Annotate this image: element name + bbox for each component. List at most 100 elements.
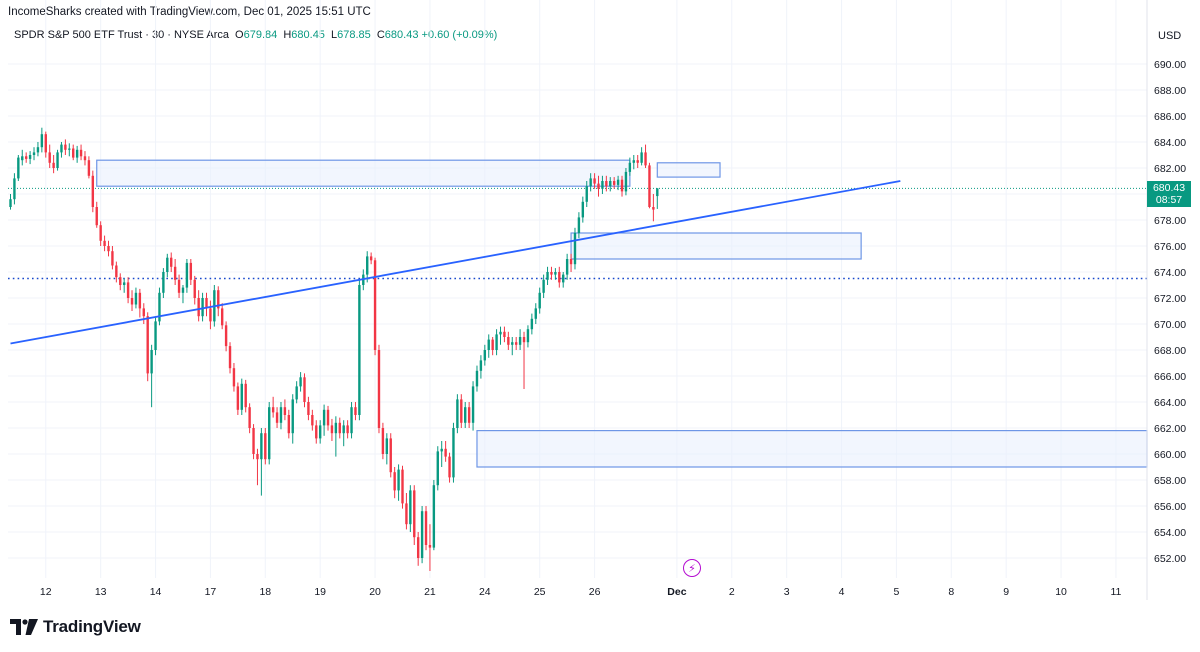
candle-body[interactable] xyxy=(346,425,349,434)
candle-body[interactable] xyxy=(315,425,318,439)
candle-body[interactable] xyxy=(303,377,306,402)
candle-body[interactable] xyxy=(170,257,173,267)
candle-body[interactable] xyxy=(40,134,44,148)
candle-body[interactable] xyxy=(193,279,196,298)
candle-body[interactable] xyxy=(32,152,36,155)
candle-body[interactable] xyxy=(17,157,20,179)
candle-body[interactable] xyxy=(166,257,169,272)
candle-body[interactable] xyxy=(295,386,298,400)
candle-body[interactable] xyxy=(432,485,436,548)
candle-body[interactable] xyxy=(593,178,596,184)
candle-body[interactable] xyxy=(373,260,377,350)
candle-body[interactable] xyxy=(107,246,110,252)
price-zone-rect[interactable] xyxy=(656,162,721,178)
lightning-icon[interactable]: ⚡ xyxy=(683,559,701,577)
candle-body[interactable] xyxy=(44,134,47,153)
candle-body[interactable] xyxy=(205,298,208,309)
candle-body[interactable] xyxy=(322,409,326,426)
candle-body[interactable] xyxy=(220,308,224,326)
candle-body[interactable] xyxy=(487,339,490,350)
candle-body[interactable] xyxy=(562,274,565,283)
candle-body[interactable] xyxy=(385,438,389,454)
candle-body[interactable] xyxy=(530,318,534,330)
candle-body[interactable] xyxy=(401,469,404,504)
candle-body[interactable] xyxy=(358,285,361,415)
candle-body[interactable] xyxy=(72,148,75,158)
candle-body[interactable] xyxy=(601,181,604,189)
candle-body[interactable] xyxy=(475,370,479,387)
candle-body[interactable] xyxy=(526,329,530,343)
candle-body[interactable] xyxy=(542,279,545,293)
candle-body[interactable] xyxy=(354,407,357,415)
candle-body[interactable] xyxy=(369,256,373,261)
candle-body[interactable] xyxy=(420,511,424,558)
candle-body[interactable] xyxy=(142,308,145,317)
candle-body[interactable] xyxy=(287,415,291,434)
candle-body[interactable] xyxy=(652,207,655,210)
candle-body[interactable] xyxy=(416,537,420,558)
candle-body[interactable] xyxy=(64,144,67,150)
tradingview-logo[interactable]: TradingView xyxy=(10,617,141,637)
candle-body[interactable] xyxy=(522,337,526,343)
candle-body[interactable] xyxy=(444,448,447,457)
price-axis[interactable]: 690.00688.00686.00684.00682.00680.00678.… xyxy=(1146,0,1186,600)
candle-body[interactable] xyxy=(503,331,506,337)
candle-body[interactable] xyxy=(648,165,651,207)
candle-body[interactable] xyxy=(581,201,585,218)
candle-body[interactable] xyxy=(464,407,467,423)
candle-body[interactable] xyxy=(393,472,396,491)
candle-body[interactable] xyxy=(75,149,79,158)
candle-body[interactable] xyxy=(201,298,204,317)
candle-body[interactable] xyxy=(495,334,498,350)
candle-body[interactable] xyxy=(381,428,385,454)
candle-body[interactable] xyxy=(260,433,263,460)
candle-body[interactable] xyxy=(291,399,294,434)
candle-body[interactable] xyxy=(9,199,12,207)
candle-body[interactable] xyxy=(240,383,243,410)
candle-body[interactable] xyxy=(424,511,428,545)
candle-body[interactable] xyxy=(413,490,416,538)
candle-body[interactable] xyxy=(397,469,400,491)
candle-body[interactable] xyxy=(342,425,345,434)
candles[interactable] xyxy=(9,127,659,571)
candle-body[interactable] xyxy=(405,503,408,525)
trendline[interactable] xyxy=(10,180,901,345)
candle-body[interactable] xyxy=(28,155,32,159)
candle-body[interactable] xyxy=(334,422,338,434)
candle-body[interactable] xyxy=(624,171,628,192)
time-axis[interactable]: 12 13 14 17 18 19 20 21 24 25 26 Dec 2 3 4 5 8 9 10 11 xyxy=(40,586,1122,598)
candle-body[interactable] xyxy=(330,425,334,434)
candle-body[interactable] xyxy=(264,433,267,460)
candle-body[interactable] xyxy=(154,321,157,350)
candle-body[interactable] xyxy=(162,272,165,293)
candle-body[interactable] xyxy=(550,272,553,275)
candle-body[interactable] xyxy=(228,346,232,369)
candle-body[interactable] xyxy=(173,266,177,280)
candle-body[interactable] xyxy=(256,454,259,460)
candle-body[interactable] xyxy=(605,181,608,187)
candle-body[interactable] xyxy=(577,217,581,233)
candle-body[interactable] xyxy=(268,407,271,460)
candle-body[interactable] xyxy=(307,402,310,415)
candle-body[interactable] xyxy=(79,149,83,157)
candle-body[interactable] xyxy=(538,292,541,309)
candle-body[interactable] xyxy=(52,162,55,168)
candle-body[interactable] xyxy=(60,144,63,153)
candle-body[interactable] xyxy=(48,152,51,163)
candle-body[interactable] xyxy=(546,272,549,280)
candle-body[interactable] xyxy=(534,308,537,319)
candle-body[interactable] xyxy=(597,183,600,189)
candle-body[interactable] xyxy=(134,292,138,305)
candle-body[interactable] xyxy=(479,360,483,371)
candle-body[interactable] xyxy=(158,292,161,322)
candle-body[interactable] xyxy=(499,331,502,335)
candle-body[interactable] xyxy=(554,272,557,275)
candle-body[interactable] xyxy=(616,179,620,185)
candle-body[interactable] xyxy=(150,350,153,374)
candle-body[interactable] xyxy=(271,407,275,413)
candle-body[interactable] xyxy=(448,456,451,478)
candle-body[interactable] xyxy=(460,399,463,423)
candle-body[interactable] xyxy=(95,207,98,226)
candle-body[interactable] xyxy=(115,265,118,278)
